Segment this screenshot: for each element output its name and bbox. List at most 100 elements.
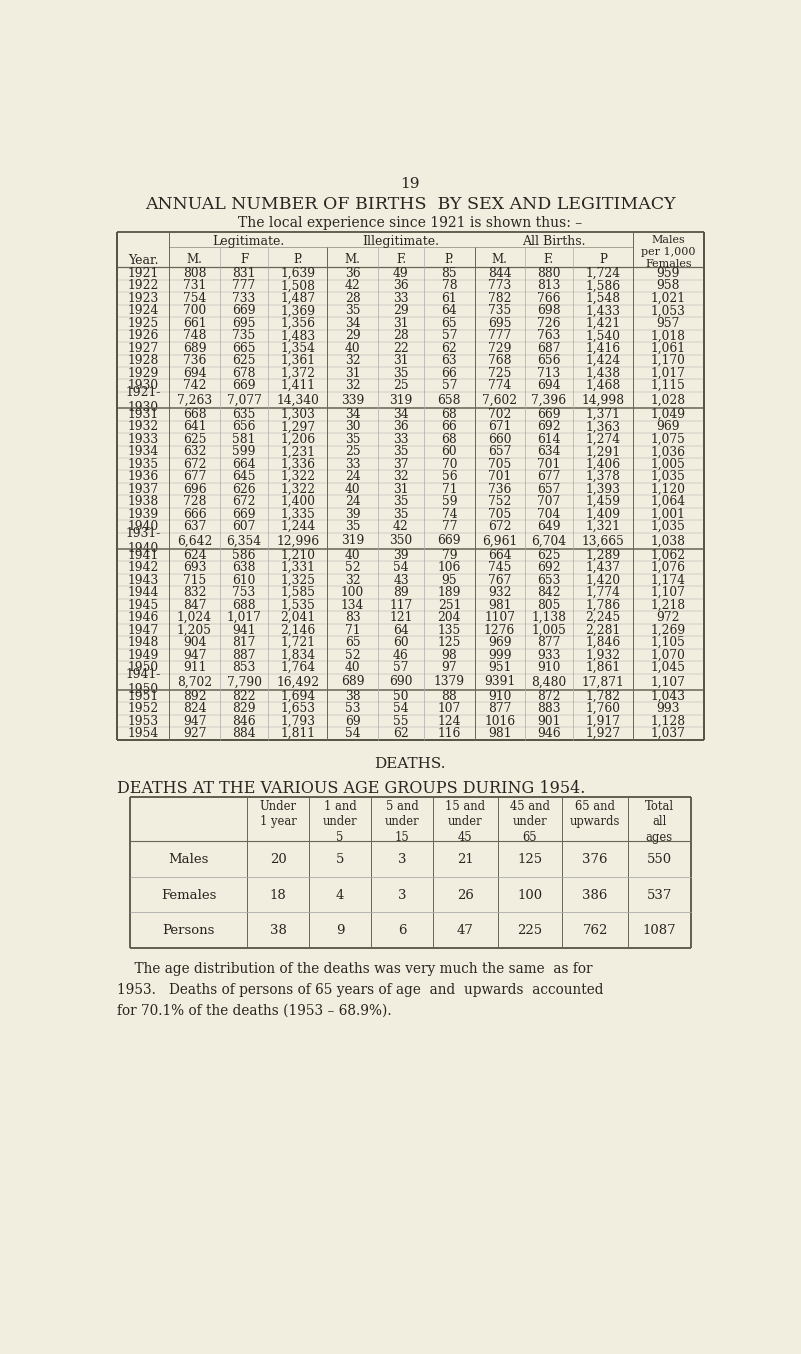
Text: 25: 25 — [344, 445, 360, 458]
Text: 1,107: 1,107 — [651, 676, 686, 688]
Text: 32: 32 — [393, 470, 409, 483]
Text: Legitimate.: Legitimate. — [212, 234, 284, 248]
Text: 773: 773 — [488, 279, 511, 292]
Text: 64: 64 — [393, 624, 409, 636]
Text: 1,424: 1,424 — [586, 355, 621, 367]
Text: 947: 947 — [183, 715, 207, 727]
Text: 63: 63 — [441, 355, 457, 367]
Text: 34: 34 — [344, 317, 360, 330]
Text: 933: 933 — [537, 649, 561, 662]
Text: 32: 32 — [344, 574, 360, 586]
Text: 1,411: 1,411 — [280, 379, 316, 393]
Text: 97: 97 — [441, 661, 457, 674]
Text: 1923: 1923 — [127, 292, 159, 305]
Text: 1,018: 1,018 — [651, 329, 686, 343]
Text: 752: 752 — [488, 496, 511, 508]
Text: 626: 626 — [232, 482, 256, 496]
Text: 62: 62 — [441, 341, 457, 355]
Text: 669: 669 — [232, 379, 256, 393]
Text: 1,653: 1,653 — [280, 703, 316, 715]
Text: 1922: 1922 — [127, 279, 159, 292]
Text: 690: 690 — [389, 676, 413, 688]
Text: P.: P. — [445, 253, 454, 267]
Text: 7,077: 7,077 — [227, 394, 261, 406]
Text: 68: 68 — [441, 433, 457, 445]
Text: 657: 657 — [488, 445, 511, 458]
Text: 599: 599 — [232, 445, 256, 458]
Text: 1,811: 1,811 — [280, 727, 316, 741]
Text: 1941-
1950: 1941- 1950 — [126, 668, 161, 696]
Text: 1,218: 1,218 — [651, 598, 686, 612]
Text: 687: 687 — [537, 341, 561, 355]
Text: 22: 22 — [393, 341, 409, 355]
Text: 1,336: 1,336 — [280, 458, 316, 471]
Text: 1,035: 1,035 — [651, 520, 686, 533]
Text: 625: 625 — [232, 355, 256, 367]
Text: 1,409: 1,409 — [586, 508, 621, 521]
Text: 696: 696 — [183, 482, 207, 496]
Text: DEATHS.: DEATHS. — [374, 757, 446, 772]
Text: 116: 116 — [437, 727, 461, 741]
Text: Males: Males — [168, 853, 208, 867]
Text: 904: 904 — [183, 636, 207, 649]
Text: 66: 66 — [441, 420, 457, 433]
Text: 17,871: 17,871 — [582, 676, 624, 688]
Text: 1,356: 1,356 — [280, 317, 316, 330]
Text: 32: 32 — [344, 379, 360, 393]
Text: 53: 53 — [345, 703, 360, 715]
Text: 35: 35 — [345, 305, 360, 317]
Text: 736: 736 — [488, 482, 511, 496]
Text: 36: 36 — [344, 267, 360, 280]
Text: 35: 35 — [393, 367, 409, 379]
Text: 36: 36 — [393, 420, 409, 433]
Text: 1949: 1949 — [127, 649, 159, 662]
Text: 1,371: 1,371 — [586, 408, 620, 421]
Text: 52: 52 — [344, 561, 360, 574]
Text: 1,274: 1,274 — [586, 433, 621, 445]
Text: 1947: 1947 — [127, 624, 159, 636]
Text: 725: 725 — [488, 367, 511, 379]
Text: 24: 24 — [344, 470, 360, 483]
Text: 762: 762 — [582, 925, 608, 937]
Text: 701: 701 — [488, 470, 511, 483]
Text: 1,303: 1,303 — [280, 408, 315, 421]
Text: 969: 969 — [657, 420, 680, 433]
Text: 107: 107 — [437, 703, 461, 715]
Text: 1,535: 1,535 — [280, 598, 315, 612]
Text: 1946: 1946 — [127, 611, 159, 624]
Text: 1,064: 1,064 — [651, 496, 686, 508]
Text: 813: 813 — [537, 279, 561, 292]
Text: 88: 88 — [441, 689, 457, 703]
Text: 15 and
under
45: 15 and under 45 — [445, 800, 485, 844]
Text: 30: 30 — [345, 420, 360, 433]
Text: 1939: 1939 — [127, 508, 159, 521]
Text: 586: 586 — [232, 548, 256, 562]
Text: 1,508: 1,508 — [280, 279, 316, 292]
Text: 1,017: 1,017 — [227, 611, 261, 624]
Text: 1,354: 1,354 — [280, 341, 316, 355]
Text: 666: 666 — [183, 508, 207, 521]
Text: 1,438: 1,438 — [586, 367, 621, 379]
Text: 884: 884 — [232, 727, 256, 741]
Text: 18: 18 — [270, 888, 287, 902]
Text: 32: 32 — [344, 355, 360, 367]
Text: 1,483: 1,483 — [280, 329, 316, 343]
Text: 57: 57 — [441, 379, 457, 393]
Text: 55: 55 — [393, 715, 409, 727]
Text: 946: 946 — [537, 727, 561, 741]
Text: 1,049: 1,049 — [651, 408, 686, 421]
Text: 60: 60 — [441, 445, 457, 458]
Text: 31: 31 — [393, 482, 409, 496]
Text: 678: 678 — [232, 367, 256, 379]
Text: 853: 853 — [232, 661, 256, 674]
Text: 1276: 1276 — [484, 624, 515, 636]
Text: 1938: 1938 — [127, 496, 159, 508]
Text: 1,138: 1,138 — [531, 611, 566, 624]
Text: 1,170: 1,170 — [651, 355, 686, 367]
Text: 695: 695 — [488, 317, 511, 330]
Text: 957: 957 — [657, 317, 680, 330]
Text: 1945: 1945 — [127, 598, 159, 612]
Text: 1,024: 1,024 — [177, 611, 212, 624]
Text: 1,105: 1,105 — [651, 636, 686, 649]
Text: 1952: 1952 — [127, 703, 159, 715]
